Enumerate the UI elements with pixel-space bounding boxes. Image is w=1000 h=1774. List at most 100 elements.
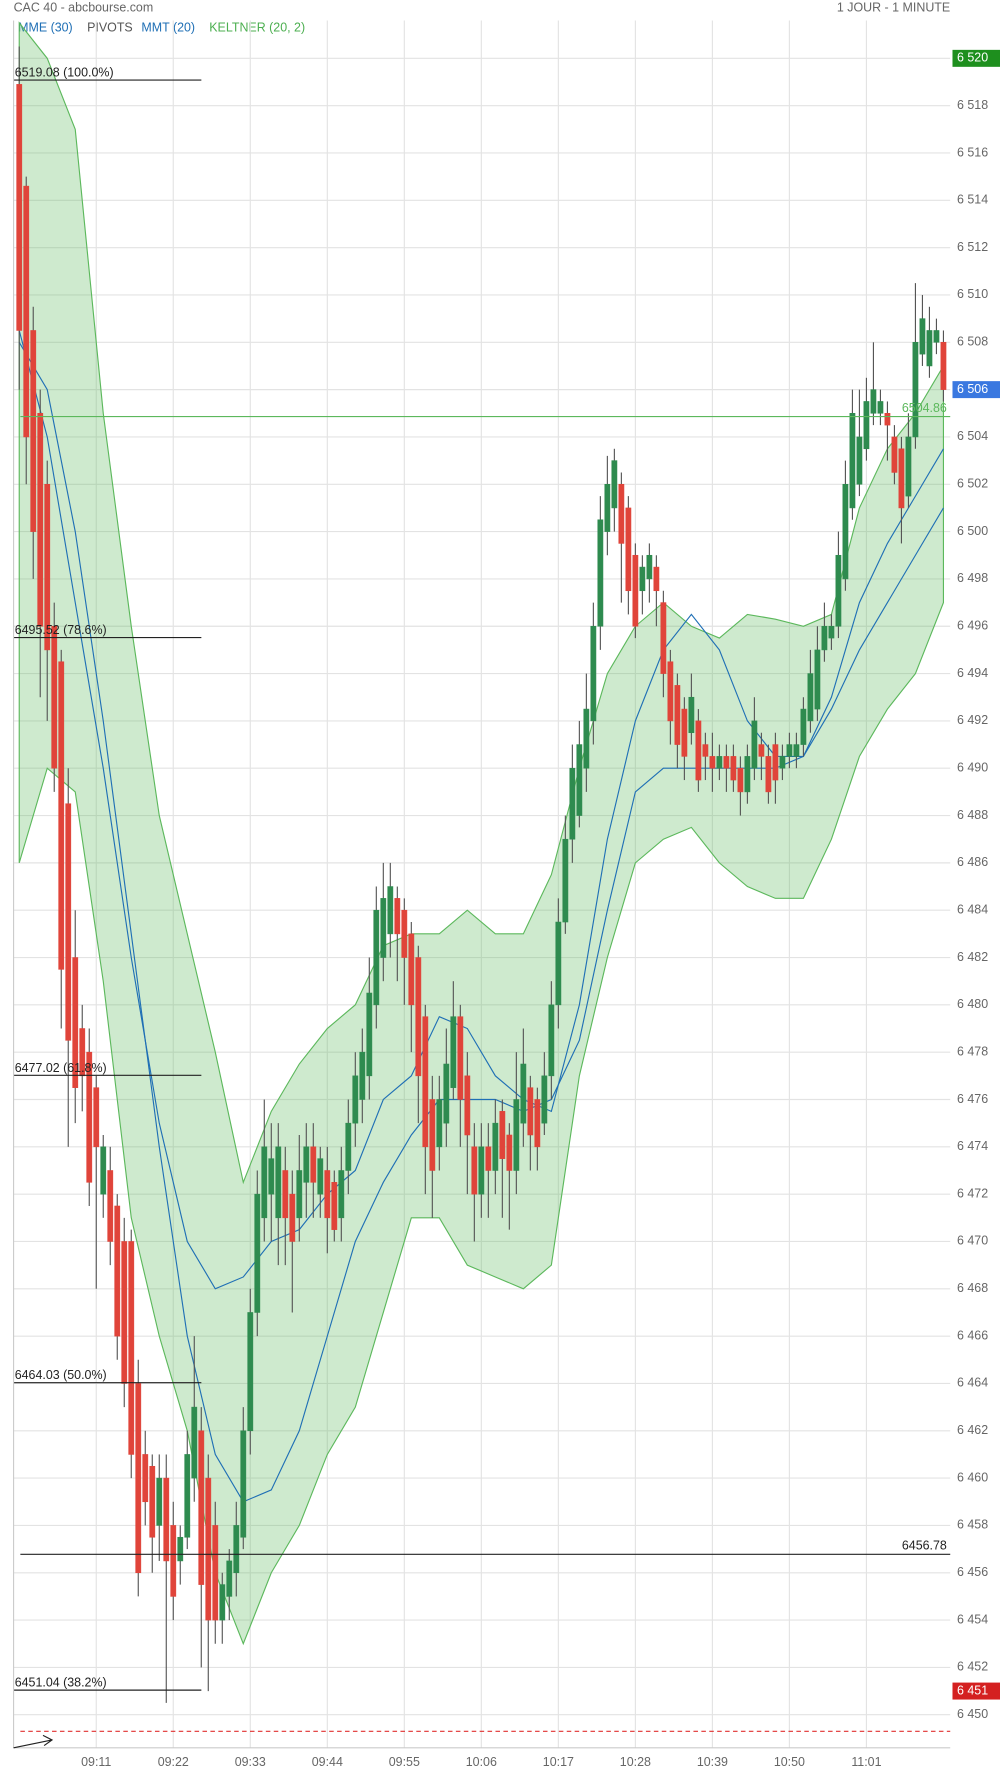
candle-body xyxy=(723,756,730,769)
x-tick-label: 10:28 xyxy=(620,1755,651,1769)
candle-body xyxy=(394,898,401,935)
candle-body xyxy=(373,909,380,1006)
arrow-icon xyxy=(13,1734,54,1749)
fibonacci-label: 6519.08 (100.0%) xyxy=(15,66,114,80)
fibonacci-label: 6477.02 (61.8%) xyxy=(15,1061,107,1075)
candle-body xyxy=(114,1205,121,1337)
candle-body xyxy=(709,756,716,769)
candle-body xyxy=(905,436,912,497)
x-tick-label: 10:39 xyxy=(697,1755,728,1769)
candle-body xyxy=(765,756,772,793)
legend-item[interactable]: PIVOTS xyxy=(87,21,133,35)
candle-body xyxy=(72,957,79,1088)
legend-item[interactable]: KELTNER (20, 2) xyxy=(209,21,305,35)
legend-item[interactable]: MMT (20) xyxy=(141,21,195,35)
y-tick-label: 6 462 xyxy=(957,1423,988,1437)
candle-body xyxy=(919,318,926,355)
y-tick-label: 6 518 xyxy=(957,98,988,112)
candle-body xyxy=(485,1146,492,1171)
candle-body xyxy=(170,1525,177,1597)
y-tick-label: 6 516 xyxy=(957,145,988,159)
y-tick-label: 6 514 xyxy=(957,193,988,207)
x-tick-label: 09:44 xyxy=(312,1755,343,1769)
candle-body xyxy=(541,1075,548,1124)
candle-body xyxy=(562,838,569,923)
axis-frame xyxy=(13,20,951,1749)
candle-body xyxy=(730,756,737,781)
x-tick-label: 09:11 xyxy=(81,1755,111,1769)
y-tick-label: 6 484 xyxy=(957,902,988,916)
candle-body xyxy=(408,933,415,1006)
y-tick-label: 6 476 xyxy=(957,1092,988,1106)
y-tick-label: 6 486 xyxy=(957,855,988,869)
candle-body xyxy=(93,1087,100,1148)
candle-body xyxy=(345,1122,352,1171)
y-tick-label: 6 464 xyxy=(957,1376,988,1390)
price-tag xyxy=(952,381,1000,399)
y-tick-label: 6 510 xyxy=(957,287,988,301)
candle-body xyxy=(380,898,387,958)
legend-item[interactable]: MME (30) xyxy=(18,21,73,35)
price-tag xyxy=(952,49,1000,67)
candle-body xyxy=(688,696,695,734)
candle-body xyxy=(303,1146,310,1183)
candle-body xyxy=(149,1465,156,1538)
candle-body xyxy=(772,744,779,781)
candle-body xyxy=(821,625,828,651)
candle-body xyxy=(618,483,625,544)
candle-body xyxy=(37,413,44,627)
x-tick-label: 10:06 xyxy=(466,1755,497,1769)
y-tick-label: 6 466 xyxy=(957,1328,988,1342)
candle-body xyxy=(457,1016,464,1100)
candle-body xyxy=(891,436,898,473)
candle-body xyxy=(359,1051,366,1100)
candle-body xyxy=(121,1241,128,1384)
candle-body xyxy=(527,1087,534,1136)
y-tick-label: 6 488 xyxy=(957,808,988,822)
candle-body xyxy=(779,756,786,769)
candle-body xyxy=(205,1477,212,1621)
candle-body xyxy=(660,602,667,674)
y-tick-label: 6 456 xyxy=(957,1565,988,1579)
candle-body xyxy=(366,992,373,1077)
candle-body xyxy=(135,1383,142,1574)
candle-body xyxy=(261,1146,268,1219)
y-tick-label: 6 494 xyxy=(957,666,988,680)
candle-body xyxy=(695,720,702,781)
candle-body xyxy=(870,389,877,414)
candle-body xyxy=(331,1182,338,1230)
candle-body xyxy=(807,673,814,722)
candle-body xyxy=(317,1158,324,1195)
candle-body xyxy=(233,1525,240,1574)
candle-body xyxy=(212,1525,219,1621)
candle-body xyxy=(58,661,65,970)
y-tick-label: 6 496 xyxy=(957,619,988,633)
candle-body xyxy=(415,957,422,1077)
candle-body xyxy=(163,1477,170,1562)
candle-body xyxy=(863,401,870,450)
x-tick-label: 09:55 xyxy=(389,1755,420,1769)
candle-body xyxy=(23,185,30,438)
candle-body xyxy=(856,436,863,485)
candle-body xyxy=(583,708,590,769)
candle-body xyxy=(646,554,653,580)
candle-body xyxy=(667,661,674,722)
y-tick-label: 6 458 xyxy=(957,1518,988,1532)
candle-body xyxy=(926,330,933,367)
candle-body xyxy=(464,1075,471,1136)
y-tick-label: 6 478 xyxy=(957,1044,988,1058)
y-tick-label: 6 508 xyxy=(957,335,988,349)
candle-body xyxy=(632,554,639,627)
fibonacci-label: 6495.52 (78.6%) xyxy=(15,623,107,637)
candle-body xyxy=(65,803,72,1041)
candle-body xyxy=(933,330,940,343)
candle-body xyxy=(128,1241,135,1455)
price-tag-label: 6 506 xyxy=(957,382,988,396)
candle-body xyxy=(436,1099,443,1148)
candle-body xyxy=(422,1016,429,1148)
candle-body xyxy=(744,756,751,793)
candle-body xyxy=(387,886,394,935)
price-tag-label: 6 451 xyxy=(957,1683,988,1697)
candle-body xyxy=(275,1146,282,1219)
y-tick-label: 6 452 xyxy=(957,1660,988,1674)
